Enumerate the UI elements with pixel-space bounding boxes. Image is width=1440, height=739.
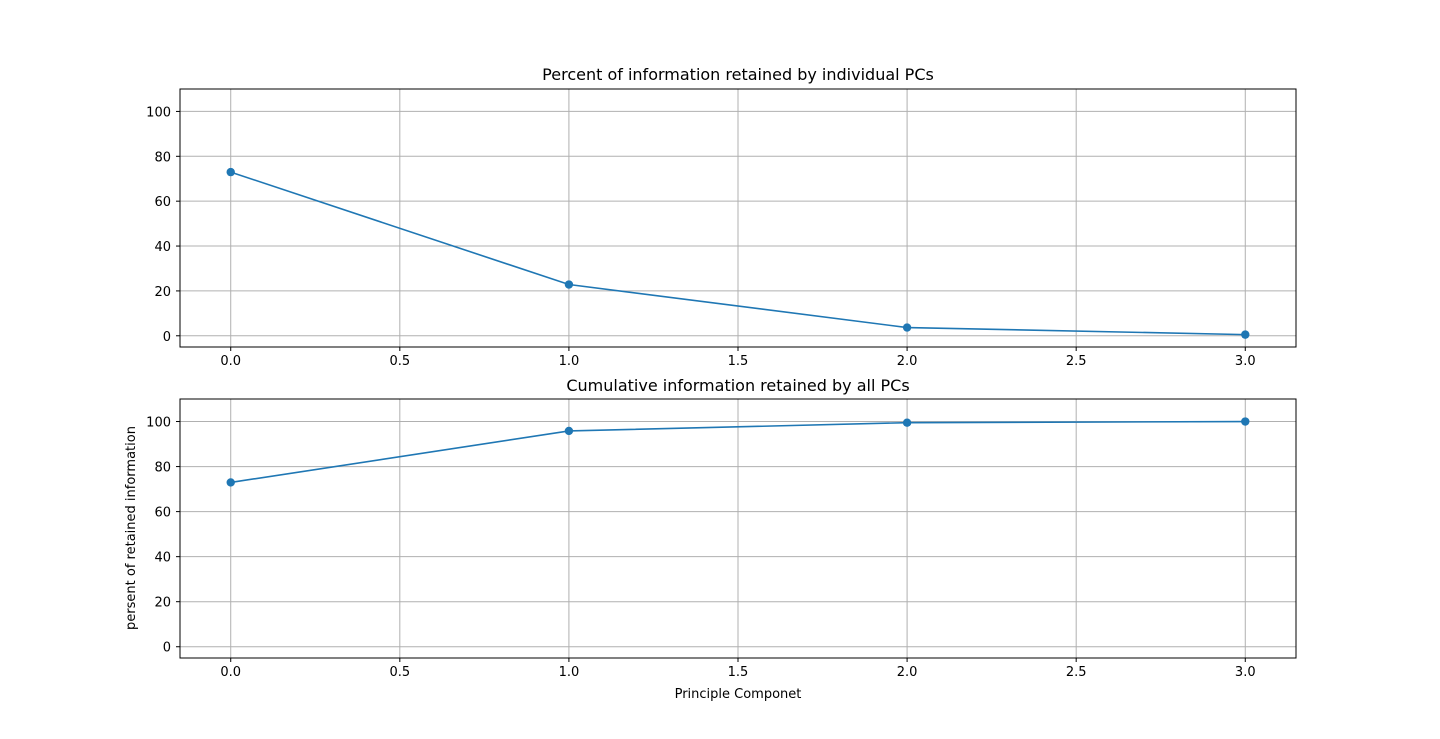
chart-cumulative-series-line xyxy=(230,420,1246,484)
chart-individual-data-point xyxy=(1241,330,1250,339)
chart-individual-xtick-label: 1.0 xyxy=(559,354,580,369)
chart-cumulative-ytick-label: 0 xyxy=(163,641,171,656)
chart-cumulative-data-point xyxy=(226,478,235,487)
chart-cumulative-ylabel: persent of retained information xyxy=(124,426,139,630)
chart-individual-series-line xyxy=(230,171,1246,336)
chart-individual-series xyxy=(226,167,1250,339)
chart-cumulative-ytick-label: 20 xyxy=(154,596,171,611)
chart-cumulative-xtick-label: 1.0 xyxy=(559,665,580,680)
chart-cumulative-ytick-label: 80 xyxy=(154,461,171,476)
chart-cumulative-xtick-label: 2.0 xyxy=(897,665,918,680)
chart-individual-ytick-label: 40 xyxy=(154,240,171,255)
chart-cumulative-data-point xyxy=(1241,417,1250,426)
chart-individual-grid xyxy=(180,89,1296,347)
chart-cumulative-frame xyxy=(179,398,1297,659)
chart-individual-ticks: 0.0 0.5 1.0 1.5 2.0 2.5 3.0 0 20 40 60 80 100 xyxy=(146,105,1255,369)
chart-individual-ytick-label: 80 xyxy=(154,150,171,165)
chart-cumulative-ytick-label: 40 xyxy=(154,551,171,566)
chart-cumulative-xtick-label: 1.5 xyxy=(728,665,749,680)
chart-cumulative-xtick-label: 2.5 xyxy=(1066,665,1087,680)
chart-cumulative: Cumulative information retained by all P… xyxy=(124,376,1297,702)
chart-cumulative-title: Cumulative information retained by all P… xyxy=(566,376,909,395)
chart-individual-xtick-label: 2.0 xyxy=(897,354,918,369)
chart-individual-ytick-label: 100 xyxy=(146,105,171,120)
chart-individual-xtick-label: 3.0 xyxy=(1235,354,1256,369)
chart-cumulative-ytick-label: 60 xyxy=(154,506,171,521)
chart-individual-frame xyxy=(179,88,1297,348)
chart-individual-xtick-label: 2.5 xyxy=(1066,354,1087,369)
chart-individual-data-point xyxy=(564,280,574,289)
chart-cumulative-ticks: 0.0 0.5 1.0 1.5 2.0 2.5 3.0 0 20 40 60 80 100 xyxy=(146,416,1255,680)
chart-cumulative-xtick-label: 0.0 xyxy=(220,665,241,680)
chart-cumulative-xtick-label: 0.5 xyxy=(389,665,410,680)
chart-individual-xtick-label: 0.0 xyxy=(220,354,241,369)
chart-individual-ytick-label: 0 xyxy=(163,330,171,345)
chart-cumulative-data-point xyxy=(902,418,912,427)
chart-individual-data-point xyxy=(226,167,235,177)
chart-individual-ytick-label: 60 xyxy=(154,195,171,210)
chart-individual: Percent of information retained by indiv… xyxy=(146,65,1297,369)
chart-individual-ytick-label: 20 xyxy=(154,285,171,300)
chart-cumulative-xtick-label: 3.0 xyxy=(1235,665,1256,680)
chart-individual-data-point xyxy=(902,323,912,332)
chart-individual-title: Percent of information retained by indiv… xyxy=(542,65,934,84)
chart-individual-xtick-label: 1.5 xyxy=(728,354,749,369)
chart-individual-xtick-label: 0.5 xyxy=(389,354,410,369)
chart-cumulative-ytick-label: 100 xyxy=(146,416,171,431)
chart-cumulative-xlabel: Principle Componet xyxy=(675,687,802,702)
chart-cumulative-series xyxy=(226,417,1250,487)
chart-cumulative-data-point xyxy=(564,426,574,436)
